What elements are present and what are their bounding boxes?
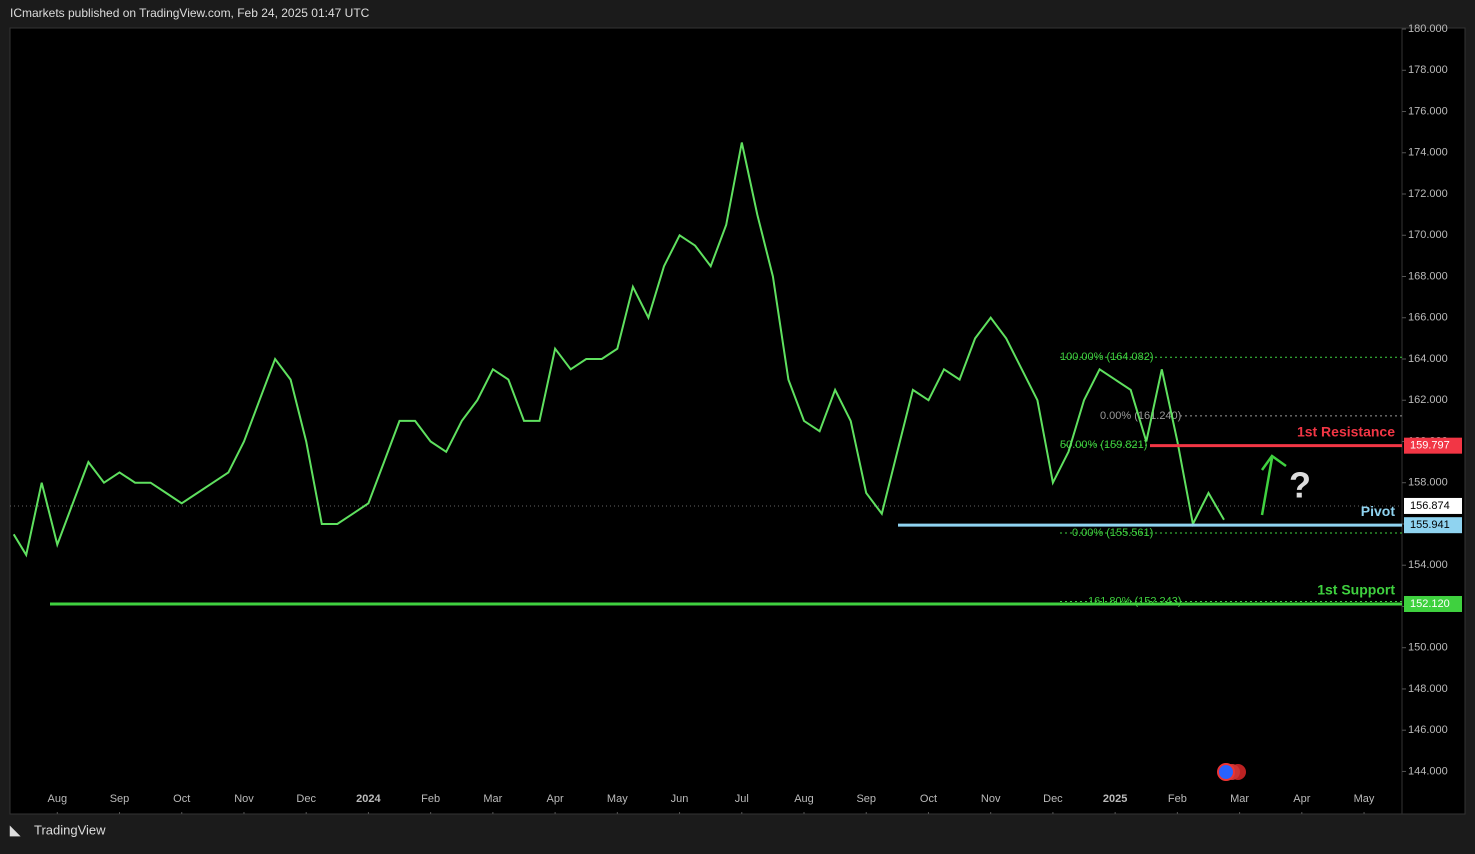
level-value: 159.797 — [1410, 440, 1450, 452]
x-tick-label: Jul — [735, 793, 749, 805]
y-tick-label: 162.000 — [1408, 394, 1448, 406]
level-value: 155.941 — [1410, 519, 1450, 531]
y-tick-label: 150.000 — [1408, 642, 1448, 654]
last-price-box — [1404, 497, 1462, 514]
level-box — [1404, 595, 1462, 612]
y-tick-label: 170.000 — [1408, 229, 1448, 241]
level-name: 1st Support — [1317, 582, 1395, 598]
x-tick-label: Apr — [1293, 793, 1310, 805]
fib-label: 50.00% (159.821) — [1060, 439, 1147, 451]
y-tick-label: 172.000 — [1408, 188, 1448, 200]
x-tick-label: Aug — [794, 793, 814, 805]
fib-label: 100.00% (164.082) — [1060, 351, 1154, 363]
arrow — [1260, 454, 1287, 516]
y-tick-label: 178.000 — [1408, 64, 1448, 76]
x-tick-label: Dec — [1043, 793, 1063, 805]
x-tick-label: Sep — [110, 793, 130, 805]
footer-logo-text[interactable]: TradingView — [34, 822, 106, 837]
header: ICmarkets published on TradingView.com, … — [10, 6, 370, 20]
y-tick-label: 174.000 — [1408, 147, 1448, 159]
level-name: 1st Resistance — [1297, 423, 1395, 439]
logo-icon: ◣ — [9, 822, 21, 837]
level-value: 152.120 — [1410, 598, 1450, 610]
y-tick-label: 180.000 — [1408, 23, 1448, 35]
x-tick-label: Sep — [856, 793, 876, 805]
x-tick-label: May — [607, 793, 628, 805]
y-tick-label: 168.000 — [1408, 270, 1448, 282]
x-tick-label: Nov — [981, 793, 1001, 805]
x-tick-label: Dec — [296, 793, 316, 805]
y-tick-label: 146.000 — [1408, 724, 1448, 736]
event-icon[interactable] — [1217, 763, 1235, 781]
x-tick-label: Feb — [421, 793, 440, 805]
x-tick-label: Oct — [173, 793, 190, 805]
y-tick-label: 158.000 — [1408, 477, 1448, 489]
x-tick-label: Nov — [234, 793, 254, 805]
fib-label: 0.00% (155.561) — [1072, 527, 1153, 539]
y-tick-label: 176.000 — [1408, 105, 1448, 117]
annotation: ? — [1289, 465, 1311, 506]
y-tick-label: 144.000 — [1408, 765, 1448, 777]
x-tick-label: Mar — [1230, 793, 1249, 805]
x-tick-label: Oct — [920, 793, 937, 805]
level-box — [1404, 517, 1462, 534]
x-tick-label: Jun — [671, 793, 689, 805]
y-tick-label: 148.000 — [1408, 683, 1448, 695]
y-tick-label: 154.000 — [1408, 559, 1448, 571]
y-tick-label: 164.000 — [1408, 353, 1448, 365]
x-tick-label: Apr — [547, 793, 564, 805]
x-tick-label: Aug — [48, 793, 68, 805]
x-tick-label: 2024 — [356, 793, 381, 805]
x-tick-label: Mar — [483, 793, 502, 805]
fib-label: 161.80% (152.243) — [1088, 595, 1182, 607]
price-line — [12, 142, 1225, 558]
last-price-label: 156.874 — [1410, 500, 1450, 512]
level-box — [1404, 437, 1462, 454]
level-name: Pivot — [1361, 503, 1396, 519]
x-tick-label: May — [1354, 793, 1375, 805]
fib-label: 0.00% (161.240) — [1100, 410, 1181, 422]
x-tick-label: 2025 — [1103, 793, 1127, 805]
y-tick-label: 166.000 — [1408, 312, 1448, 324]
x-tick-label: Feb — [1168, 793, 1187, 805]
chart-area — [9, 27, 1466, 815]
